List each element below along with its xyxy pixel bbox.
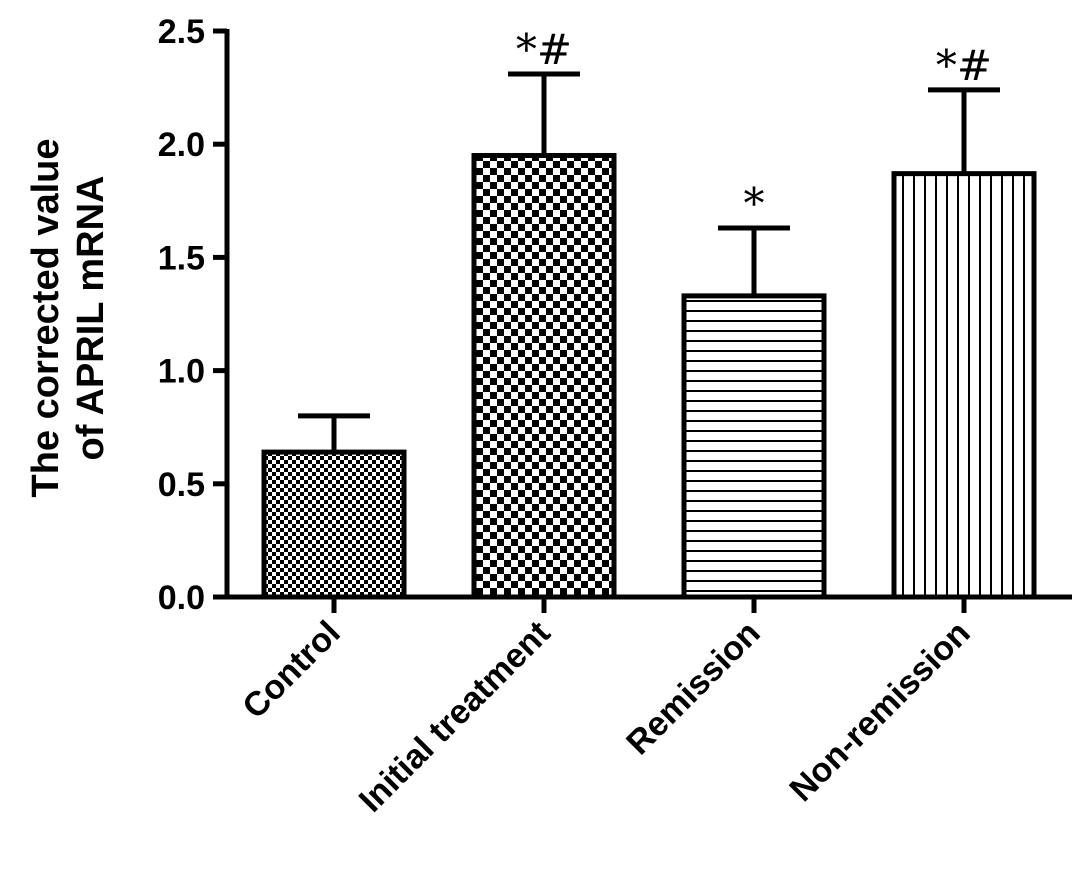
category-label: Initial treatment — [352, 614, 558, 820]
significance-annotation: *# — [936, 41, 992, 90]
y-tick-label: 1.0 — [158, 353, 205, 391]
significance-annotation: *# — [516, 25, 572, 74]
category-label: Remission — [619, 614, 767, 762]
y-tick-label: 2.0 — [158, 126, 205, 164]
y-axis-title-line-1: The corrected value — [25, 138, 67, 497]
y-tick-label: 0.0 — [158, 579, 205, 617]
bar — [681, 293, 827, 600]
y-tick-label: 2.5 — [158, 13, 205, 51]
y-tick-label: 1.5 — [158, 239, 205, 277]
bar — [471, 153, 617, 600]
y-tick-label: 0.5 — [158, 466, 205, 504]
significance-annotation: * — [744, 179, 765, 228]
category-label: Control — [235, 614, 347, 726]
plot-area: 0.0 0.5 1.0 1.5 2.0 2.5 Control Initial treatme… — [158, 13, 1072, 820]
category-label: Non-remission — [782, 614, 977, 809]
y-axis-title-line-2: of APRIL mRNA — [70, 176, 112, 461]
bar — [891, 171, 1037, 600]
bar — [261, 449, 407, 600]
